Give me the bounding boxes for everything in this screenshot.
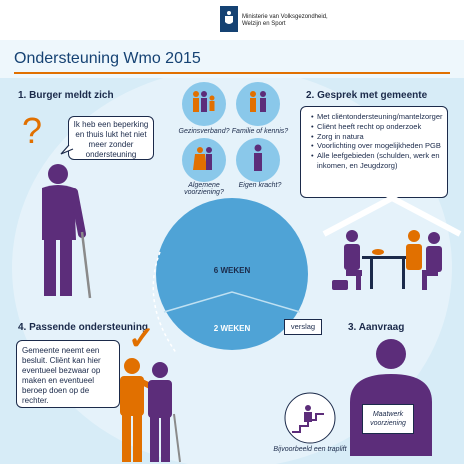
speech-bubble-tail <box>60 144 74 155</box>
speech-bubble: Ik heb een beperking en thuis lukt het n… <box>68 116 154 160</box>
coat-of-arms-logo <box>220 6 238 32</box>
option-label-algemene-voorziening: Algemene voorziening? <box>184 182 224 196</box>
besluit-text-box: Gemeente neemt een besluit. Cliënt kan h… <box>16 340 120 408</box>
ministry-name: Ministerie van Volksgezondheid, Welzijn … <box>242 14 328 27</box>
option-label-familie: Familie of kennis? <box>231 128 289 135</box>
step-2-heading: 2. Gesprek met gemeente <box>306 90 428 101</box>
cycle-label-2-weken: 2 WEKEN <box>213 324 251 333</box>
title-bar <box>0 40 464 78</box>
list-item: Alle leefgebieden (schulden, werk en ink… <box>311 151 443 171</box>
house-conversation-scene <box>322 196 462 290</box>
stairlift-icon <box>284 392 336 444</box>
list-item: Zorg in natura <box>311 132 443 142</box>
list-item: Voorlichting over mogelijkheden PGB <box>311 141 443 151</box>
traplift-caption: Bijvoorbeeld een traplift <box>273 446 347 453</box>
applicant-figure <box>350 339 432 456</box>
verslag-tag: verslag <box>284 319 322 335</box>
option-label-eigen-kracht: Eigen kracht? <box>238 182 282 189</box>
process-cycle-circle <box>156 198 308 350</box>
option-icons <box>182 82 280 182</box>
step-4-heading: 4. Passende ondersteuning <box>18 322 149 333</box>
citizen-with-cane-figure <box>42 164 92 299</box>
list-item: Met cliëntondersteuning/mantelzorger <box>311 112 443 122</box>
cycle-label-6-weken: 6 WEKEN <box>213 266 251 275</box>
maatwerk-sign: Maatwerk voorziening <box>362 404 414 434</box>
cycle-arrow <box>152 251 176 354</box>
title-underline <box>14 72 450 74</box>
option-label-gezinsverband: Gezinsverband? <box>178 128 230 135</box>
support-persons-figure <box>120 358 181 463</box>
step-1-heading: 1. Burger meldt zich <box>18 90 114 101</box>
list-item: Cliënt heeft recht op onderzoek <box>311 122 443 132</box>
page-title: Ondersteuning Wmo 2015 <box>14 50 201 67</box>
header: Ministerie van Volksgezondheid, Welzijn … <box>0 0 464 40</box>
question-mark-icon: ? <box>22 110 43 151</box>
check-mark-icon: ✓ <box>128 320 155 356</box>
gesprek-list: Met cliëntondersteuning/mantelzorger Cli… <box>300 106 448 198</box>
cycle-divider <box>163 291 301 313</box>
step-3-heading: 3. Aanvraag <box>348 322 405 333</box>
